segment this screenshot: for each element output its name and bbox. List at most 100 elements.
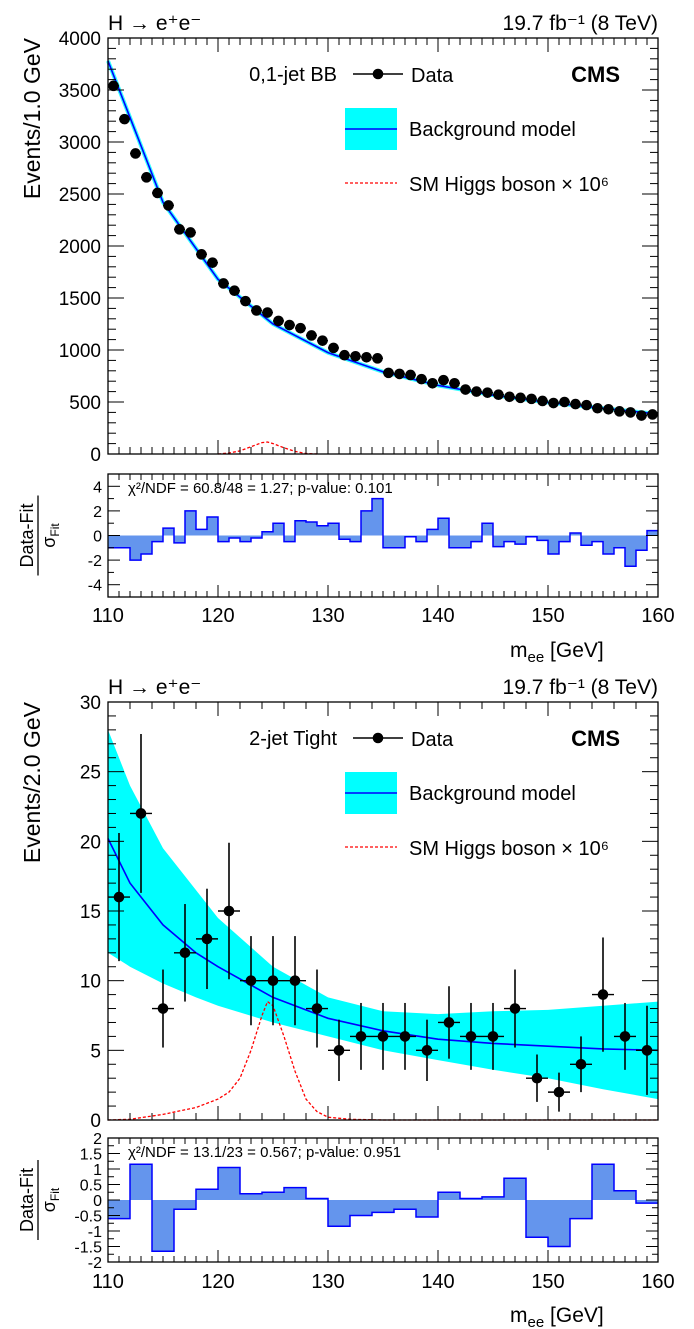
data-point	[251, 305, 262, 316]
ratio-y-tick-label: 1.5	[80, 1147, 102, 1164]
luminosity-label: 19.7 fb⁻¹ (8 TeV)	[503, 12, 658, 35]
data-point	[108, 80, 119, 92]
ratio-chi2-annotation: χ²/NDF = 60.8/48 = 1.27; p-value: 0.101	[128, 480, 393, 497]
data-point	[152, 187, 163, 199]
data-point	[245, 975, 257, 986]
y-tick-label: 2500	[59, 185, 101, 206]
data-point	[179, 947, 191, 959]
data-point	[185, 227, 196, 238]
data-point	[597, 989, 609, 1000]
y-tick-label: 1000	[59, 341, 101, 362]
ratio-y-title-numerator: Data-Fit	[17, 503, 37, 567]
ratio-y-axis-title: Data-Fit σFit	[17, 1160, 62, 1240]
main-plot-frame	[107, 37, 659, 455]
y-tick-label: 25	[80, 763, 101, 784]
data-point	[405, 369, 416, 381]
process-label: H → e⁺e⁻	[108, 12, 201, 35]
data-point	[328, 342, 339, 354]
data-point	[295, 322, 306, 334]
experiment-label: CMS	[571, 726, 620, 751]
ratio-y-title-subscript: Fit	[48, 1187, 62, 1201]
data-point	[333, 1045, 345, 1056]
x-axis-title-subscript: ee	[528, 649, 545, 666]
ratio-y-tick-label: 4	[93, 479, 102, 496]
y-tick-label: 0	[90, 445, 101, 466]
experiment-label: CMS	[571, 62, 620, 87]
ratio-y-tick-label: -4	[88, 578, 102, 595]
data-point	[487, 1031, 499, 1042]
data-point	[372, 353, 383, 364]
data-point	[113, 891, 125, 903]
data-point	[443, 1017, 455, 1028]
data-point	[311, 1003, 323, 1014]
y-tick-label: 5	[90, 1041, 101, 1062]
data-point	[289, 975, 301, 986]
data-point	[273, 315, 284, 327]
data-point	[377, 1031, 389, 1042]
x-tick-label: 130	[311, 605, 344, 627]
x-tick-label: 130	[311, 1271, 344, 1293]
chart-panel-1: H → e⁺e⁻ 19.7 fb⁻¹ (8 TeV)050010001500200…	[17, 12, 675, 666]
y-tick-label: 1500	[59, 289, 101, 310]
x-axis-title-subscript: ee	[528, 1314, 545, 1329]
y-tick-label: 20	[80, 832, 101, 853]
y-tick-label: 15	[80, 902, 101, 923]
x-tick-label: 110	[92, 605, 124, 627]
x-tick-label: 160	[641, 1271, 674, 1293]
ratio-histogram-outline	[108, 497, 658, 568]
ratio-y-tick-label: -1	[88, 1224, 102, 1241]
data-point	[394, 368, 405, 380]
data-point	[317, 335, 328, 346]
data-point	[196, 249, 207, 260]
data-point	[223, 905, 235, 917]
data-point	[306, 330, 317, 341]
legend-background-label: Background model	[409, 783, 576, 805]
category-label: 0,1-jet BB	[249, 64, 337, 86]
ratio-y-tick-label: 0.5	[80, 1178, 102, 1195]
data-point	[383, 367, 394, 379]
background-uncertainty-band	[108, 729, 658, 1100]
data-point	[460, 384, 471, 395]
x-axis-title-unit: [GeV]	[544, 639, 604, 662]
data-point	[553, 1086, 565, 1098]
data-point	[399, 1031, 411, 1042]
ratio-y-title-numerator: Data-Fit	[17, 1168, 37, 1232]
ratio-y-title-denominator: σFit	[39, 523, 62, 548]
luminosity-label: 19.7 fb⁻¹ (8 TeV)	[503, 676, 658, 699]
ratio-y-axis-title: Data-Fit σFit	[17, 495, 62, 576]
x-tick-label: 140	[421, 1271, 454, 1293]
data-point	[575, 1058, 587, 1070]
x-tick-label: 120	[201, 1271, 234, 1293]
data-point	[350, 350, 361, 362]
data-point	[438, 374, 449, 386]
data-point	[174, 224, 185, 235]
legend-data-marker	[372, 732, 384, 744]
data-point	[119, 113, 130, 125]
ratio-y-tick-label: 2	[93, 504, 102, 521]
data-point	[471, 386, 482, 397]
ratio-chi2-annotation: χ²/NDF = 13.1/23 = 0.567; p-value: 0.951	[128, 1144, 401, 1161]
ratio-y-tick-label: 1	[93, 1162, 102, 1179]
background-model-line	[107, 838, 659, 1052]
data-point	[504, 391, 515, 403]
data-point	[262, 307, 273, 318]
x-tick-label: 120	[201, 605, 234, 627]
data-point	[647, 409, 658, 420]
data-point	[427, 377, 438, 389]
data-point	[570, 398, 581, 410]
data-point	[218, 278, 229, 289]
data-point	[421, 1045, 433, 1056]
ratio-y-title-denominator: σFit	[39, 1187, 62, 1212]
data-point	[603, 403, 614, 415]
ratio-y-tick-label: 0	[93, 529, 102, 546]
ratio-y-tick-label: -2	[88, 553, 102, 570]
data-point	[482, 387, 493, 398]
data-point	[625, 407, 636, 418]
data-point	[515, 392, 526, 404]
data-point	[465, 1031, 477, 1042]
y-tick-label: 30	[80, 693, 101, 714]
legend-background-label: Background model	[409, 119, 576, 141]
data-point	[531, 1072, 543, 1084]
ratio-y-tick-label: 0	[93, 1193, 102, 1210]
